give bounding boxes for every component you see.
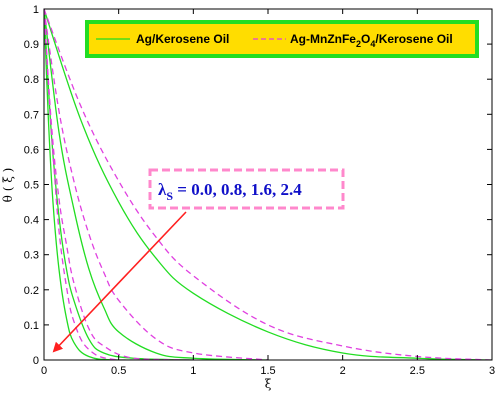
annotation-arrow <box>52 211 187 353</box>
x-tick-label: 0.5 <box>111 365 126 377</box>
y-tick-label: 0.4 <box>24 215 39 227</box>
y-tick-label: 0.8 <box>24 74 39 86</box>
x-axis: 0 0.5 1 1.5 2 2.5 3 <box>41 9 495 377</box>
legend-label-ag-kerosene: Ag/Kerosene Oil <box>136 32 229 46</box>
series-line-ag-kerosene-0-8 <box>44 9 269 360</box>
x-tick-label: 2.5 <box>410 365 425 377</box>
y-tick-label: 1 <box>33 4 39 16</box>
series-line-ag-mnznfe2o4-0 <box>44 9 492 360</box>
x-tick-label: 3 <box>489 365 495 377</box>
series-line-ag-mnznfe2o4-2-4 <box>44 9 194 360</box>
legend: Ag/Kerosene Oil Ag-MnZnFe2O4/Kerosene Oi… <box>85 20 479 58</box>
y-tick-label: 0.3 <box>24 250 39 262</box>
x-axis-label: ξ <box>265 377 272 391</box>
legend-label-ag-mnznfe2o4: Ag-MnZnFe2O4/Kerosene Oil <box>290 32 453 49</box>
series-line-ag-kerosene-0 <box>44 9 492 360</box>
y-tick-label: 0 <box>33 355 39 367</box>
x-tick-label: 0 <box>41 365 47 377</box>
y-tick-label: 0.5 <box>24 180 39 192</box>
series-layer <box>44 9 492 360</box>
x-tick-label: 1.5 <box>260 365 275 377</box>
y-tick-label: 0.6 <box>24 144 39 156</box>
annotation-box <box>148 168 345 210</box>
y-axis-label: θ ( ξ ) <box>1 168 15 203</box>
y-tick-label: 0.7 <box>24 109 39 121</box>
x-tick-label: 2 <box>340 365 346 377</box>
series-line-ag-mnznfe2o4-0-8 <box>44 9 269 360</box>
x-tick-label: 1 <box>190 365 196 377</box>
y-axis: 0 0.1 0.2 0.3 0.4 0.5 0.6 0.7 0.8 0.9 1 <box>24 4 492 367</box>
series-line-ag-mnznfe2o4-1-6 <box>44 9 194 360</box>
annotation: λS = 0.0, 0.8, 1.6, 2.4 <box>52 168 345 353</box>
series-line-ag-kerosene-1-6 <box>44 9 194 360</box>
annotation-text: λS = 0.0, 0.8, 1.6, 2.4 <box>158 180 302 203</box>
y-tick-label: 0.1 <box>24 320 39 332</box>
y-tick-label: 0.2 <box>24 285 39 297</box>
y-tick-label: 0.9 <box>24 39 39 51</box>
